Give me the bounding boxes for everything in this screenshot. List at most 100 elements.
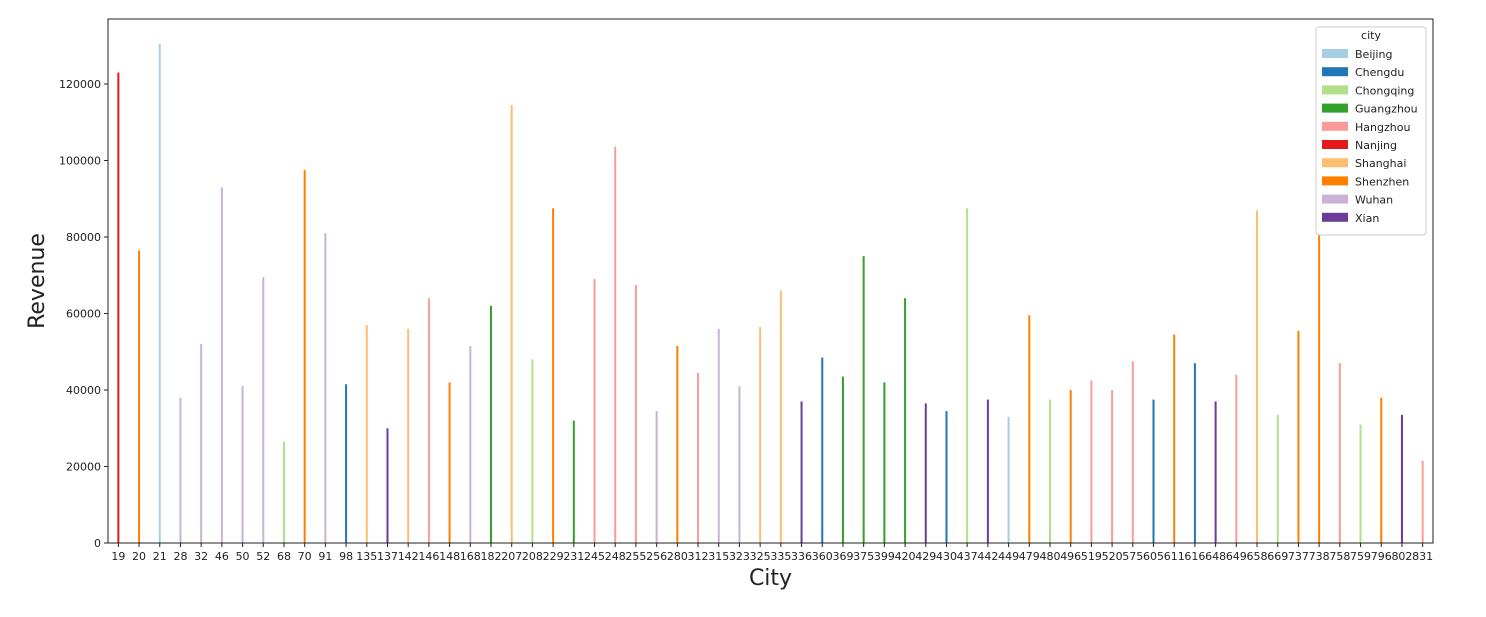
x-tick-label: 52 (256, 550, 270, 563)
bars-layer (117, 43, 1424, 544)
legend-swatch-chengdu (1322, 67, 1348, 77)
y-tick-label: 0 (94, 537, 101, 550)
bar-168-wuhan (469, 346, 472, 543)
bar-802-xian (1400, 414, 1403, 543)
bar-70-shenzhen (303, 170, 306, 543)
x-tick-label: 245 (584, 550, 605, 563)
x-tick-label: 142 (398, 550, 419, 563)
x-tick-label: 796 (1371, 550, 1392, 563)
bar-605-chengdu (1152, 399, 1155, 543)
bar-420-guangzhou (904, 298, 907, 543)
x-tick-label: 335 (770, 550, 791, 563)
bar-325-shanghai (759, 326, 762, 543)
bar-759-chongqing (1359, 424, 1362, 543)
x-tick-label: 480 (1039, 550, 1060, 563)
bar-520-hangzhou (1111, 390, 1114, 543)
bar-91-wuhan (324, 233, 327, 543)
bar-142-shanghai (407, 328, 410, 543)
bar-611-shenzhen (1173, 334, 1176, 543)
bar-28-wuhan (179, 397, 182, 543)
bar-50-wuhan (241, 386, 244, 543)
bar-669-chongqing (1276, 414, 1279, 543)
legend-label-chengdu: Chengdu (1355, 66, 1404, 79)
y-tick-label: 120000 (59, 78, 101, 91)
bar-135-shanghai (365, 324, 368, 543)
x-tick-label: 315 (708, 550, 729, 563)
bar-323-wuhan (738, 386, 741, 543)
x-tick-label: 802 (1391, 550, 1412, 563)
x-tick-label: 135 (356, 550, 377, 563)
x-tick-label: 208 (522, 550, 543, 563)
bar-360-chengdu (821, 357, 824, 543)
bar-737-shenzhen (1297, 330, 1300, 543)
x-tick-label: 46 (215, 550, 229, 563)
bar-496-shenzhen (1069, 390, 1072, 543)
y-tick-label: 60000 (66, 308, 101, 321)
x-tick-label: 831 (1412, 550, 1433, 563)
legend-label-wuhan: Wuhan (1355, 194, 1393, 207)
legend-swatch-xian (1322, 212, 1348, 222)
legend-label-shenzhen: Shenzhen (1355, 175, 1409, 188)
legend-label-guangzhou: Guangzhou (1355, 103, 1418, 116)
x-tick-label: 759 (1350, 550, 1371, 563)
bar-758-hangzhou (1338, 363, 1341, 543)
x-tick-label: 256 (646, 550, 667, 563)
x-tick-label: 325 (750, 550, 771, 563)
bar-375-guangzhou (862, 256, 865, 543)
bar-480-chongqing (1048, 399, 1051, 543)
x-tick-label: 28 (173, 550, 187, 563)
x-tick-label: 229 (543, 550, 564, 563)
x-tick-label: 312 (688, 550, 709, 563)
legend-swatch-shanghai (1322, 158, 1348, 168)
bar-98-chengdu (345, 384, 348, 543)
bar-369-guangzhou (841, 376, 844, 543)
bar-335-shanghai (779, 290, 782, 543)
bar-245-hangzhou (593, 279, 596, 543)
bar-519-hangzhou (1090, 380, 1093, 543)
x-tick-label: 255 (625, 550, 646, 563)
bar-658-shanghai (1256, 210, 1259, 544)
y-axis-label: Revenue (25, 233, 50, 329)
bar-32-wuhan (200, 344, 203, 543)
x-tick-label: 68 (277, 550, 291, 563)
bar-137-xian (386, 428, 389, 543)
bar-831-hangzhou (1421, 460, 1424, 543)
bar-429-xian (924, 403, 927, 543)
bar-19-nanjing (117, 72, 120, 544)
y-tick-label: 20000 (66, 461, 101, 474)
x-tick-label: 98 (339, 550, 353, 563)
legend-label-nanjing: Nanjing (1355, 139, 1397, 152)
bar-207-shanghai (510, 105, 513, 543)
x-tick-label: 611 (1164, 550, 1185, 563)
x-tick-label: 137 (377, 550, 398, 563)
x-tick-label: 605 (1143, 550, 1164, 563)
x-tick-label: 738 (1309, 550, 1330, 563)
x-tick-label: 520 (1102, 550, 1123, 563)
bar-430-chengdu (945, 411, 948, 543)
legend-label-beijing: Beijing (1355, 48, 1392, 61)
legend-swatch-beijing (1322, 49, 1348, 58)
bar-399-guangzhou (883, 382, 886, 543)
x-tick-label: 399 (874, 550, 895, 563)
bar-315-wuhan (717, 328, 720, 543)
bar-312-hangzhou (697, 372, 700, 543)
legend-swatch-hangzhou (1322, 121, 1348, 131)
bar-68-chongqing (282, 441, 285, 543)
x-tick-label: 519 (1081, 550, 1102, 563)
x-tick-label: 32 (194, 550, 208, 563)
x-tick-label: 437 (957, 550, 978, 563)
legend-label-xian: Xian (1355, 212, 1379, 225)
x-tick-label: 758 (1329, 550, 1350, 563)
bar-46-wuhan (220, 187, 223, 544)
bar-616-chengdu (1193, 363, 1196, 543)
x-tick-label: 648 (1205, 550, 1226, 563)
x-tick-label: 420 (895, 550, 916, 563)
bar-738-shenzhen (1318, 229, 1321, 544)
legend-items: Beijing Chengdu Chongqing Guangzhou Hangzhou… (1322, 48, 1418, 225)
x-tick-label: 649 (1226, 550, 1247, 563)
legend: city Beijing Chengdu Chongqing Guangzhou Han… (1315, 26, 1427, 236)
bar-255-hangzhou (634, 284, 637, 543)
x-tick-label: 168 (460, 550, 481, 563)
x-tick-label: 430 (936, 550, 957, 563)
x-tick-label: 148 (439, 550, 460, 563)
